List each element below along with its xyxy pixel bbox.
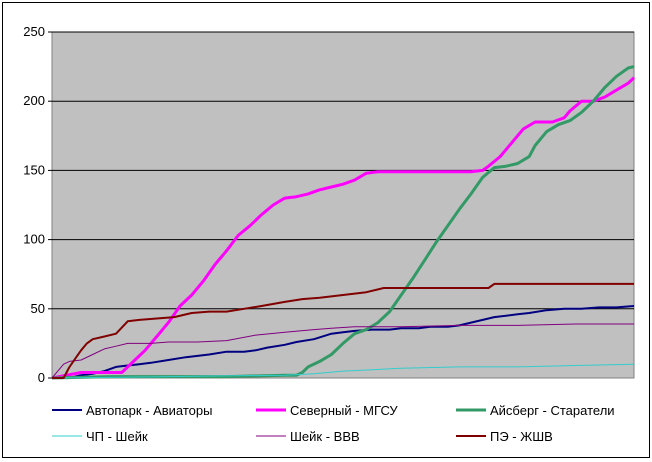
y-tick-label: 50 xyxy=(31,301,45,316)
series-line-2 xyxy=(51,65,635,380)
legend-label-4: Шейк - ВВВ xyxy=(290,429,360,444)
legend-label-5: ПЭ - ЖШВ xyxy=(490,429,553,444)
y-tick-label: 0 xyxy=(38,370,45,385)
series-lines xyxy=(51,65,636,380)
y-axis-ticks: 0 50 100 150 200 250 xyxy=(23,24,52,385)
legend-label-1: Северный - МГСУ xyxy=(290,403,398,418)
gridlines xyxy=(52,31,634,310)
plot-area xyxy=(51,31,635,379)
series-line-0 xyxy=(52,305,635,379)
legend-label-2: Айсберг - Старатели xyxy=(490,403,615,418)
series-line-5 xyxy=(52,282,634,379)
y-tick-label: 200 xyxy=(23,93,45,108)
y-tick-label: 150 xyxy=(23,162,45,177)
series-line-4 xyxy=(51,323,634,379)
legend-label-0: Автопарк - Авиаторы xyxy=(86,403,212,418)
legend: Автопарк - Авиаторы Северный - МГСУ Айсбер… xyxy=(52,403,615,444)
line-chart: 0 50 100 150 200 250 Автопарк - Авиаторы Север… xyxy=(23,24,636,444)
y-tick-label: 250 xyxy=(23,24,45,39)
legend-label-3: ЧП - Шейк xyxy=(86,429,148,444)
y-tick-label: 100 xyxy=(23,232,45,247)
series-line-3 xyxy=(51,363,635,379)
